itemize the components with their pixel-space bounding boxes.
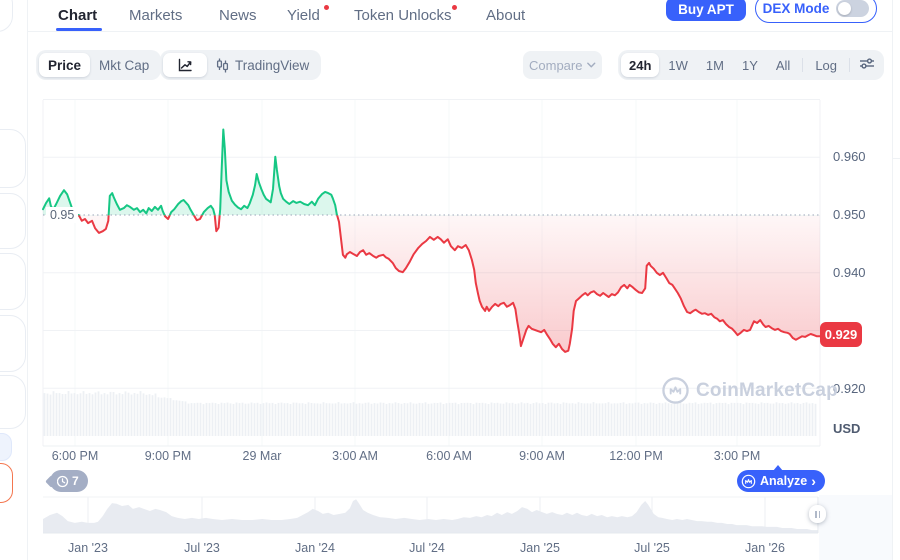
x-axis-label: 3:00 PM bbox=[713, 449, 761, 463]
separator bbox=[849, 58, 851, 72]
chevron-right-icon: › bbox=[811, 473, 816, 489]
side-card-alert[interactable] bbox=[0, 463, 13, 503]
navigator-handle[interactable] bbox=[809, 505, 826, 523]
chart-settings-button[interactable] bbox=[853, 53, 881, 77]
x-axis-label: 9:00 AM bbox=[519, 449, 565, 463]
dex-mode-toggle[interactable] bbox=[836, 0, 870, 17]
chart-type-switcher: TradingView bbox=[160, 50, 322, 80]
navigator-tick: Jan '25 bbox=[520, 541, 560, 555]
tab-markets[interactable]: Markets bbox=[129, 7, 183, 24]
history-badge[interactable]: 7 bbox=[50, 470, 88, 492]
side-card-cutoff[interactable] bbox=[0, 375, 26, 429]
y-axis-label: 0.950 bbox=[833, 207, 866, 222]
right-panel-edge bbox=[892, 158, 900, 159]
x-axis-label: 12:00 PM bbox=[609, 449, 663, 463]
navigator-tick: Jan '24 bbox=[295, 541, 335, 555]
toggle-knob bbox=[838, 2, 852, 15]
history-count: 7 bbox=[72, 474, 79, 488]
currency-unit-label: USD bbox=[833, 421, 861, 436]
y-axis-label: 0.940 bbox=[833, 265, 866, 280]
x-axis-label: 3:00 AM bbox=[332, 449, 378, 463]
coinmarketcap-logo-icon bbox=[662, 377, 689, 404]
timeframe-1w[interactable]: 1W bbox=[659, 53, 697, 77]
y-axis-label: 0.920 bbox=[833, 381, 866, 396]
chevron-down-icon bbox=[587, 62, 596, 68]
tooltip-pointer bbox=[773, 465, 783, 471]
clock-icon bbox=[56, 475, 69, 487]
timeframe-24h[interactable]: 24h bbox=[621, 53, 660, 77]
mktcap-toggle-button[interactable]: Mkt Cap bbox=[90, 53, 158, 77]
range-navigator[interactable] bbox=[43, 497, 818, 533]
tradingview-button[interactable]: TradingView bbox=[207, 53, 318, 77]
baseline-price-label: 0.95 bbox=[46, 207, 79, 223]
analyze-button[interactable]: Analyze › bbox=[737, 465, 825, 492]
tab-token-unlocks[interactable]: Token Unlocks bbox=[354, 7, 452, 24]
navigator-tick: Jul '23 bbox=[184, 541, 220, 555]
navigator-tick: Jul '25 bbox=[634, 541, 670, 555]
navigator-tick: Jan '26 bbox=[745, 541, 785, 555]
buy-apt-button[interactable]: Buy APT bbox=[666, 0, 746, 21]
log-scale-button[interactable]: Log bbox=[806, 53, 846, 77]
tab-about[interactable]: About bbox=[486, 7, 526, 24]
x-axis-label: 6:00 AM bbox=[426, 449, 472, 463]
analyze-label: Analyze bbox=[760, 474, 808, 488]
side-card-cutoff[interactable] bbox=[0, 315, 26, 372]
x-axis-label: 29 Mar bbox=[242, 449, 282, 463]
tab-yield[interactable]: Yield bbox=[287, 7, 320, 24]
side-card-cutoff[interactable] bbox=[0, 253, 26, 310]
side-card-cutoff[interactable] bbox=[0, 129, 26, 188]
side-card-cutoff[interactable] bbox=[0, 193, 26, 249]
current-price-badge: 0.929 bbox=[820, 322, 862, 347]
right-divider bbox=[892, 0, 893, 560]
side-card-highlight[interactable] bbox=[0, 433, 12, 461]
timeframe-switcher: 24h 1W 1M 1Y All Log bbox=[618, 50, 885, 80]
x-axis-label: 6:00 PM bbox=[51, 449, 99, 463]
sliders-icon bbox=[860, 58, 875, 69]
line-chart-button[interactable] bbox=[163, 53, 207, 77]
navigator-tick: Jul '24 bbox=[409, 541, 445, 555]
watermark-text: CoinMarketCap bbox=[696, 379, 838, 401]
compare-label: Compare bbox=[529, 57, 583, 73]
dex-mode-pill[interactable]: DEX Mode bbox=[755, 0, 877, 23]
navigator-tick: Jan '23 bbox=[68, 541, 108, 555]
timeframe-all[interactable]: All bbox=[767, 53, 799, 77]
side-card-cutoff[interactable] bbox=[0, 0, 13, 32]
dex-mode-label: DEX Mode bbox=[762, 1, 830, 16]
header-divider bbox=[28, 31, 892, 32]
active-tab-underline bbox=[56, 28, 102, 31]
timeframe-1y[interactable]: 1Y bbox=[733, 53, 767, 77]
x-axis-label: 9:00 PM bbox=[144, 449, 192, 463]
notification-dot bbox=[452, 5, 457, 10]
price-toggle-button[interactable]: Price bbox=[39, 53, 91, 77]
notification-dot bbox=[324, 5, 329, 10]
coinmarketcap-watermark: CoinMarketCap bbox=[662, 377, 838, 404]
line-chart-icon bbox=[178, 58, 192, 72]
coinmarketcap-logo-icon bbox=[741, 474, 756, 488]
separator bbox=[802, 58, 804, 72]
tradingview-label: TradingView bbox=[235, 57, 310, 73]
left-divider bbox=[27, 0, 28, 560]
tab-chart[interactable]: Chart bbox=[58, 7, 98, 24]
compare-button[interactable]: Compare bbox=[523, 51, 602, 79]
timeframe-1m[interactable]: 1M bbox=[697, 53, 733, 77]
candlestick-icon bbox=[216, 58, 229, 72]
y-axis-label: 0.960 bbox=[833, 149, 866, 164]
metric-switcher: Price Mkt Cap bbox=[36, 50, 162, 80]
navigator-unselected-area bbox=[819, 495, 892, 560]
tab-news[interactable]: News bbox=[219, 7, 257, 24]
